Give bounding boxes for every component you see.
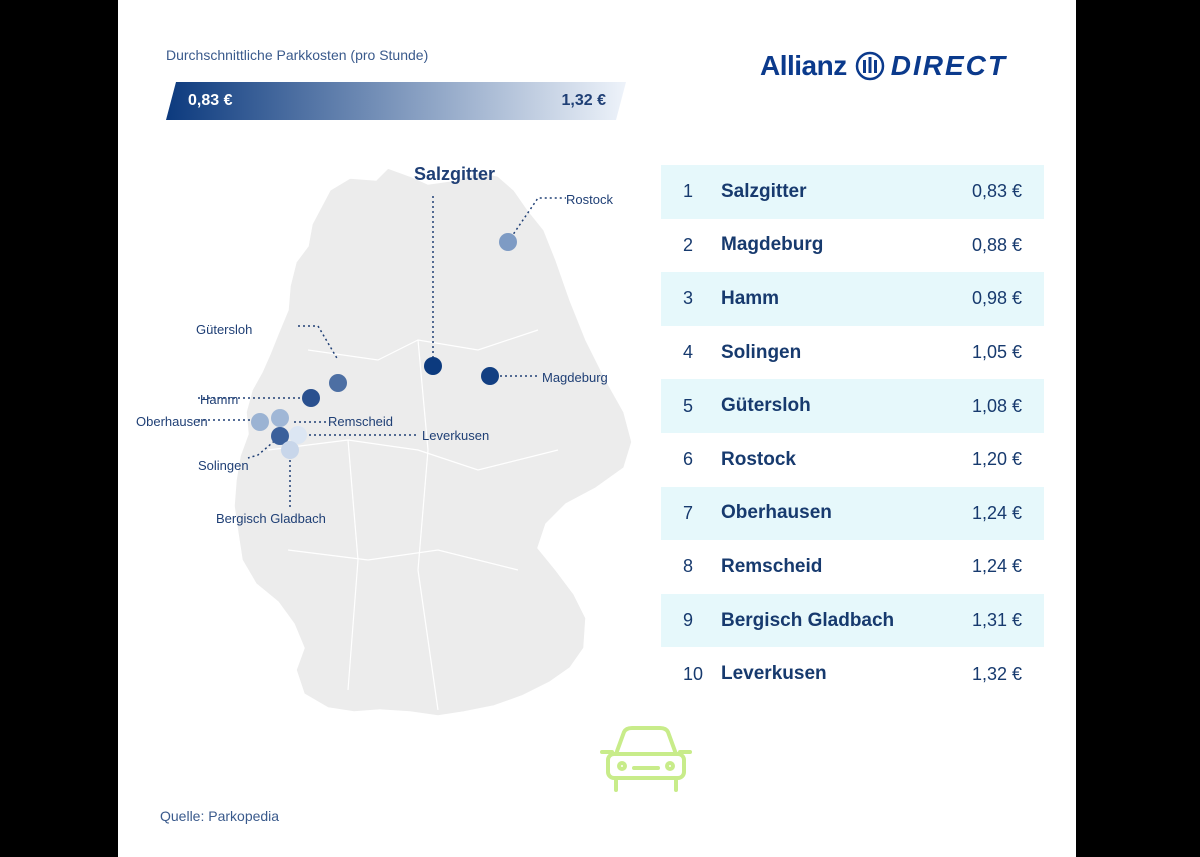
ranking-rank: 2 <box>683 234 694 255</box>
legend-gradient-bar: 0,83 € 1,32 € <box>166 82 626 120</box>
ranking-rank: 3 <box>683 288 694 309</box>
ranking-city: Hamm <box>721 287 780 309</box>
ranking-price: 1,31 € <box>971 610 1022 631</box>
ranking-rank: 10 <box>683 663 704 684</box>
germany-map: Salzgitter Rostock Gütersloh Magdeburg H… <box>136 164 633 717</box>
legend-title: Durchschnittliche Parkkosten (pro Stunde… <box>166 47 429 63</box>
legend-max-label: 1,32 € <box>561 92 606 109</box>
ranking-price: 1,24 € <box>971 502 1022 523</box>
ranking-price: 1,24 € <box>971 556 1022 577</box>
ranking-rank: 5 <box>683 395 694 416</box>
ranking-table: 1 Salzgitter 0,83 € 2 Magdeburg 0,88 € 3… <box>661 165 1044 701</box>
map-label-rostock: Rostock <box>566 192 613 207</box>
map-marker-bergisch-gladbach[interactable] <box>281 441 299 459</box>
legend-min-label: 0,83 € <box>188 92 233 109</box>
allianz-direct-logo: Allianz DIRECT <box>760 46 1007 86</box>
ranking-city: Bergisch Gladbach <box>721 609 895 631</box>
source-note: Quelle: Parkopedia <box>160 808 280 824</box>
ranking-price: 0,83 € <box>971 181 1022 202</box>
ranking-row: 2 Magdeburg 0,88 € <box>661 219 1044 273</box>
map-marker-hamm[interactable] <box>302 389 320 407</box>
ranking-city: Remscheid <box>721 555 823 577</box>
ranking-rank: 4 <box>683 342 694 363</box>
ranking-row: 9 Bergisch Gladbach 1,31 € <box>661 593 1044 648</box>
map-marker-guetersloh[interactable] <box>329 374 347 392</box>
ranking-row: 3 Hamm 0,98 € <box>661 272 1044 326</box>
ranking-rank: 9 <box>683 610 694 631</box>
legend-gradient <box>166 82 626 120</box>
map-marker-salzgitter[interactable] <box>424 357 442 375</box>
map-label-magdeburg: Magdeburg <box>542 370 608 385</box>
map-marker-magdeburg[interactable] <box>481 367 499 385</box>
ranking-row: 4 Solingen 1,05 € <box>661 326 1044 380</box>
ranking-price: 0,88 € <box>971 234 1022 255</box>
allianz-eagle-icon <box>855 51 884 81</box>
ranking-city: Solingen <box>721 341 802 363</box>
ranking-city: Magdeburg <box>721 234 824 256</box>
ranking-row: 1 Salzgitter 0,83 € <box>661 165 1044 219</box>
map-marker-solingen[interactable] <box>271 427 289 445</box>
map-label-solingen: Solingen <box>198 458 249 473</box>
map-marker-remscheid[interactable] <box>271 409 289 427</box>
car-icon <box>600 726 692 792</box>
ranking-city: Gütersloh <box>721 395 811 417</box>
ranking-city: Salzgitter <box>721 180 807 202</box>
map-label-hamm: Hamm <box>200 392 238 407</box>
ranking-price: 1,32 € <box>971 663 1022 684</box>
ranking-city: Leverkusen <box>721 663 827 685</box>
ranking-price: 1,05 € <box>971 342 1022 363</box>
map-marker-rostock[interactable] <box>499 233 517 251</box>
map-label-guetersloh: Gütersloh <box>196 322 252 337</box>
ranking-row: 7 Oberhausen 1,24 € <box>661 486 1044 541</box>
ranking-rank: 1 <box>683 181 694 202</box>
ranking-row: 10 Leverkusen 1,32 € <box>661 647 1044 701</box>
ranking-city: Oberhausen <box>721 502 832 524</box>
ranking-city: Rostock <box>721 448 796 470</box>
germany-outline <box>233 167 633 717</box>
map-label-salzgitter: Salzgitter <box>414 164 495 184</box>
logo-product: DIRECT <box>890 50 1007 81</box>
ranking-row: 8 Remscheid 1,24 € <box>661 540 1044 594</box>
map-marker-oberhausen[interactable] <box>251 413 269 431</box>
map-label-leverkusen: Leverkusen <box>422 428 489 443</box>
infographic-card: Durchschnittliche Parkkosten (pro Stunde… <box>118 0 1076 857</box>
map-label-oberhausen: Oberhausen <box>136 414 208 429</box>
ranking-rank: 7 <box>683 502 694 523</box>
logo-brand: Allianz <box>760 50 847 81</box>
ranking-price: 1,20 € <box>971 449 1022 470</box>
ranking-rank: 8 <box>683 556 694 577</box>
ranking-price: 1,08 € <box>971 395 1022 416</box>
map-label-bergisch-gladbach: Bergisch Gladbach <box>216 511 326 526</box>
ranking-price: 0,98 € <box>971 288 1022 309</box>
ranking-rank: 6 <box>683 449 694 470</box>
ranking-row: 6 Rostock 1,20 € <box>661 433 1044 487</box>
map-label-remscheid: Remscheid <box>328 414 393 429</box>
ranking-row: 5 Gütersloh 1,08 € <box>661 379 1044 433</box>
map-marker-leverkusen[interactable] <box>289 426 307 444</box>
